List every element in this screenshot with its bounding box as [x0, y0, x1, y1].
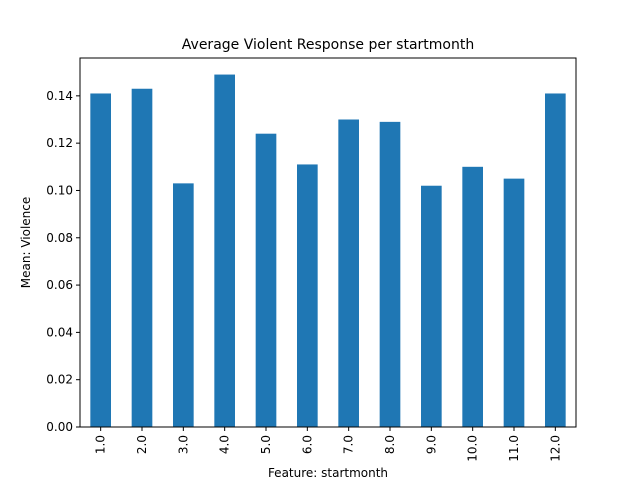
bar-1.0 [90, 93, 111, 427]
x-tick-label: 11.0 [507, 435, 521, 462]
y-tick-label: 0.12 [46, 136, 73, 150]
x-tick-label: 7.0 [342, 435, 356, 454]
bar-2.0 [131, 88, 153, 427]
x-tick-label: 10.0 [466, 435, 480, 462]
bar-6.0 [297, 164, 318, 427]
y-tick-label: 0.10 [46, 183, 73, 197]
y-axis-label: Mean: Violence [19, 197, 33, 288]
x-tick-label: 12.0 [548, 435, 562, 462]
y-tick-label: 0.06 [46, 278, 73, 292]
bar-3.0 [173, 183, 194, 427]
plot-frame [79, 57, 577, 428]
bar-10.0 [462, 166, 483, 428]
bar-9.0 [421, 185, 442, 427]
x-tick-label: 4.0 [218, 435, 232, 454]
y-tick-label: 0.00 [46, 420, 73, 434]
bar-7.0 [338, 119, 359, 427]
x-axis-label: Feature: startmonth [268, 466, 388, 480]
bars-group [90, 74, 566, 428]
bar-12.0 [545, 93, 566, 427]
x-tick-label: 2.0 [135, 435, 149, 454]
bar-4.0 [214, 74, 235, 428]
bar-8.0 [379, 121, 401, 427]
y-tick-label: 0.14 [46, 89, 73, 103]
x-tick-label: 1.0 [94, 435, 108, 454]
x-tick-label: 5.0 [259, 435, 273, 454]
x-tick-label: 3.0 [176, 435, 190, 454]
x-ticks-group: 1.0 2.0 3.0 4.0 5.0 6.0 7.0 8.0 9.0 10.0 11.0 12.0 [94, 427, 562, 462]
x-tick-label: 9.0 [424, 435, 438, 454]
bar-5.0 [255, 133, 277, 427]
y-ticks-group: 0.00 0.02 0.04 0.06 0.08 0.10 0.12 0.14 [46, 89, 80, 434]
y-tick-label: 0.04 [46, 325, 73, 339]
chart-title: Average Violent Response per startmonth [182, 37, 474, 53]
y-tick-label: 0.08 [46, 231, 73, 245]
x-tick-label: 8.0 [383, 435, 397, 454]
y-tick-label: 0.02 [46, 373, 73, 387]
bar-11.0 [503, 178, 525, 427]
x-tick-label: 6.0 [300, 435, 314, 454]
